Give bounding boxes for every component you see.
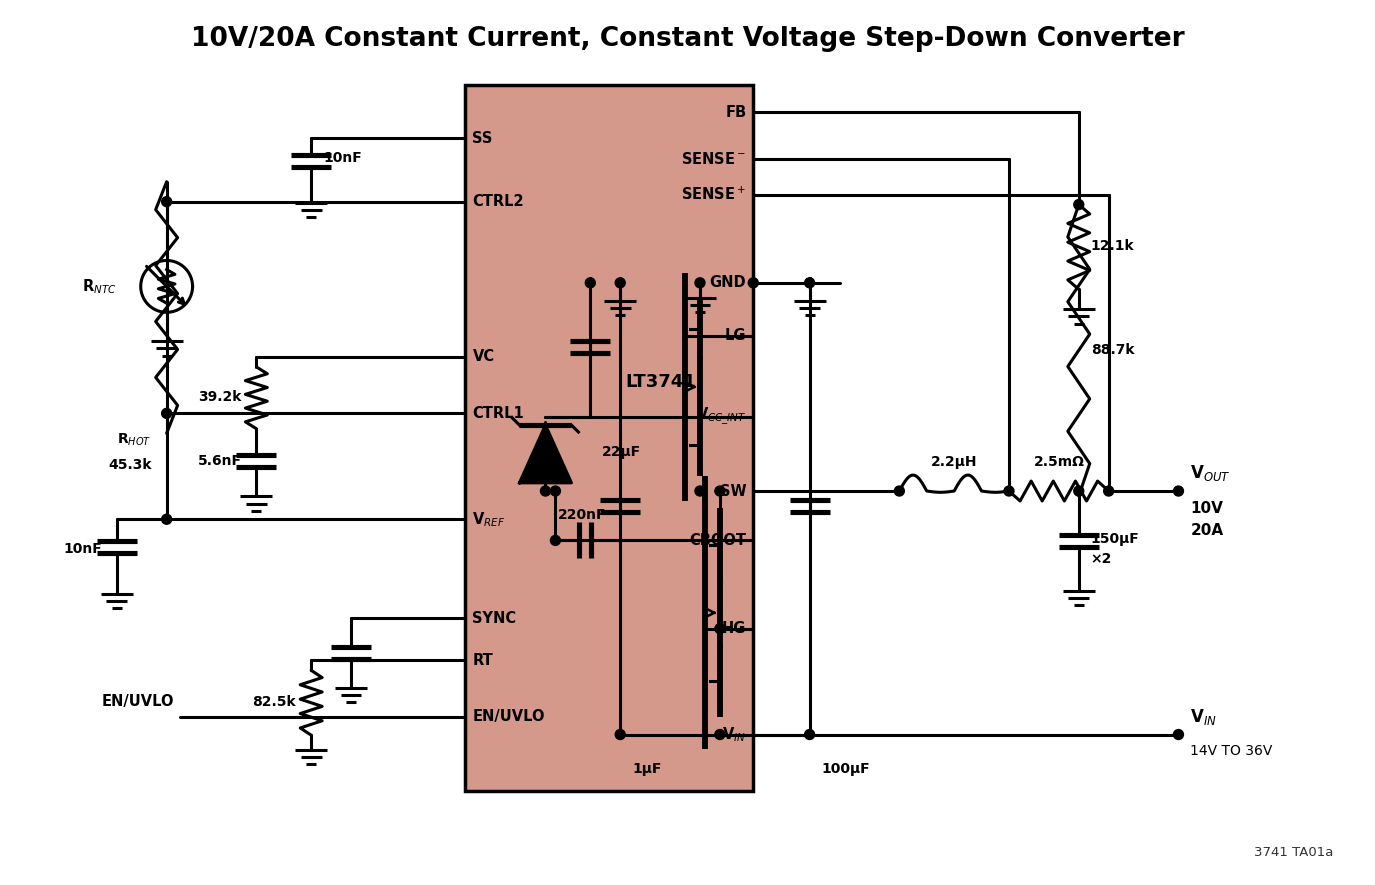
Text: 14V TO 36V: 14V TO 36V — [1191, 744, 1273, 758]
Circle shape — [715, 729, 725, 740]
Bar — [466, 85, 754, 791]
Text: EN/UVLO: EN/UVLO — [473, 710, 544, 724]
Circle shape — [1173, 729, 1184, 740]
Text: RT: RT — [473, 653, 494, 668]
Text: 100μF: 100μF — [822, 762, 870, 776]
Text: 10nF: 10nF — [323, 151, 362, 165]
Text: 22μF: 22μF — [602, 445, 641, 458]
Text: GND: GND — [710, 275, 747, 290]
Text: SYNC: SYNC — [473, 611, 517, 626]
Text: 82.5k: 82.5k — [253, 696, 296, 709]
Text: CTRL2: CTRL2 — [473, 194, 524, 209]
Text: R$_{HOT}$: R$_{HOT}$ — [117, 431, 151, 448]
Circle shape — [1173, 486, 1184, 496]
Circle shape — [162, 196, 172, 206]
Text: 150μF: 150μF — [1090, 532, 1140, 546]
Text: LG: LG — [725, 328, 747, 343]
Circle shape — [1004, 486, 1013, 496]
Text: SS: SS — [473, 131, 492, 146]
Polygon shape — [520, 425, 572, 483]
Circle shape — [804, 729, 814, 740]
Circle shape — [694, 486, 705, 496]
Text: CBOOT: CBOOT — [689, 533, 747, 548]
Text: 220nF: 220nF — [558, 509, 606, 522]
Circle shape — [586, 278, 595, 288]
Text: 12.1k: 12.1k — [1090, 240, 1134, 253]
Text: V$_{OUT}$: V$_{OUT}$ — [1191, 463, 1231, 483]
Text: 3741 TA01a: 3741 TA01a — [1254, 846, 1332, 858]
Circle shape — [1074, 486, 1084, 496]
Text: 10nF: 10nF — [63, 543, 102, 556]
Circle shape — [1074, 200, 1084, 210]
Circle shape — [894, 486, 905, 496]
Circle shape — [162, 408, 172, 419]
Circle shape — [540, 486, 550, 496]
Text: SENSE$^+$: SENSE$^+$ — [682, 186, 747, 204]
Text: 39.2k: 39.2k — [198, 389, 242, 404]
Text: SENSE$^-$: SENSE$^-$ — [682, 151, 747, 167]
Text: R$_{NTC}$: R$_{NTC}$ — [82, 277, 117, 296]
Text: ×2: ×2 — [1090, 552, 1112, 566]
Text: V$_{CC\_INT}$: V$_{CC\_INT}$ — [696, 406, 747, 427]
Circle shape — [550, 486, 561, 496]
Text: 45.3k: 45.3k — [109, 458, 151, 473]
Circle shape — [615, 278, 626, 288]
Text: V$_{REF}$: V$_{REF}$ — [473, 510, 506, 528]
Circle shape — [748, 278, 758, 288]
Text: SW: SW — [719, 483, 747, 498]
Text: LT3741: LT3741 — [626, 373, 697, 390]
Text: 2.5mΩ: 2.5mΩ — [1034, 455, 1085, 469]
Circle shape — [162, 514, 172, 524]
Circle shape — [715, 486, 725, 496]
Circle shape — [804, 278, 814, 288]
Circle shape — [715, 624, 725, 634]
Text: HG: HG — [722, 621, 747, 636]
Text: V$_{IN}$: V$_{IN}$ — [722, 725, 747, 744]
Text: CTRL1: CTRL1 — [473, 406, 524, 421]
Text: 1μF: 1μF — [632, 762, 661, 776]
Text: EN/UVLO: EN/UVLO — [102, 694, 175, 709]
Text: 10V: 10V — [1191, 501, 1224, 516]
Text: 88.7k: 88.7k — [1090, 343, 1134, 358]
Text: 20A: 20A — [1191, 523, 1224, 538]
Text: FB: FB — [725, 104, 747, 119]
Circle shape — [694, 278, 705, 288]
Text: 5.6nF: 5.6nF — [198, 454, 242, 467]
Circle shape — [550, 535, 561, 545]
Circle shape — [1104, 486, 1114, 496]
Text: V$_{IN}$: V$_{IN}$ — [1191, 706, 1217, 727]
Text: 2.2μH: 2.2μH — [931, 455, 978, 469]
Text: 10V/20A Constant Current, Constant Voltage Step-Down Converter: 10V/20A Constant Current, Constant Volta… — [191, 27, 1184, 52]
Circle shape — [615, 729, 626, 740]
Text: VC: VC — [473, 350, 495, 365]
